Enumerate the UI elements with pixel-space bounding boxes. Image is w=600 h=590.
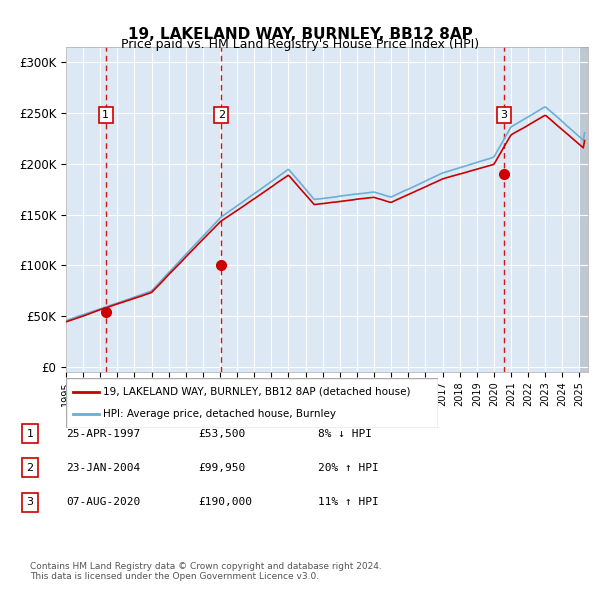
Text: 3: 3 (500, 110, 508, 120)
Text: Price paid vs. HM Land Registry's House Price Index (HPI): Price paid vs. HM Land Registry's House … (121, 38, 479, 51)
Text: £99,950: £99,950 (198, 463, 245, 473)
Text: £190,000: £190,000 (198, 497, 252, 507)
Text: 19, LAKELAND WAY, BURNLEY, BB12 8AP (detached house): 19, LAKELAND WAY, BURNLEY, BB12 8AP (det… (103, 386, 410, 396)
Text: 19, LAKELAND WAY, BURNLEY, BB12 8AP: 19, LAKELAND WAY, BURNLEY, BB12 8AP (128, 27, 472, 41)
Text: 23-JAN-2004: 23-JAN-2004 (66, 463, 140, 473)
Text: 1: 1 (26, 429, 34, 438)
Bar (580, 47, 588, 372)
Text: 25-APR-1997: 25-APR-1997 (66, 429, 140, 438)
Text: 2: 2 (26, 463, 34, 473)
Text: 3: 3 (26, 497, 34, 507)
Text: 20% ↑ HPI: 20% ↑ HPI (318, 463, 379, 473)
Text: 2: 2 (218, 110, 225, 120)
Text: 11% ↑ HPI: 11% ↑ HPI (318, 497, 379, 507)
Text: 8% ↓ HPI: 8% ↓ HPI (318, 429, 372, 438)
FancyBboxPatch shape (66, 378, 438, 428)
Text: 1: 1 (102, 110, 109, 120)
Text: Contains HM Land Registry data © Crown copyright and database right 2024.
This d: Contains HM Land Registry data © Crown c… (30, 562, 382, 581)
Text: HPI: Average price, detached house, Burnley: HPI: Average price, detached house, Burn… (103, 409, 336, 419)
Text: £53,500: £53,500 (198, 429, 245, 438)
Text: 07-AUG-2020: 07-AUG-2020 (66, 497, 140, 507)
